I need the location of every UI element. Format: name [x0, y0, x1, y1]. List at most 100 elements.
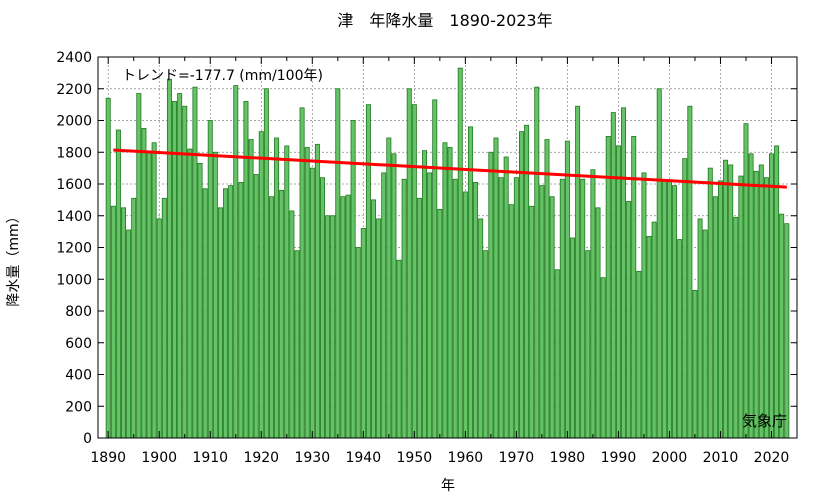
bar-1970 [513, 177, 519, 439]
bar-1951 [416, 197, 422, 439]
x-tick-label: 1940 [345, 450, 381, 466]
y-tick-label: 1200 [56, 241, 92, 257]
bar-2014 [738, 175, 744, 439]
bar-1963 [478, 218, 484, 439]
bar-1905 [182, 105, 188, 439]
bar-1996 [646, 235, 652, 439]
bar-1988 [605, 135, 611, 439]
bar-1971 [518, 131, 524, 439]
bar-1989 [610, 112, 616, 439]
bar-1908 [197, 162, 203, 439]
bar-1954 [432, 99, 438, 439]
y-tick-label: 0 [83, 431, 92, 447]
bar-2003 [682, 158, 688, 439]
bar-1913 [223, 188, 229, 439]
bar-1950 [411, 104, 417, 439]
bar-2021 [774, 145, 780, 439]
bar-1998 [656, 88, 662, 439]
bar-2018 [758, 164, 764, 439]
bar-1928 [299, 107, 305, 439]
bar-1984 [585, 250, 591, 439]
y-tick-label: 1600 [56, 177, 92, 193]
bar-2022 [779, 213, 785, 439]
bar-1918 [248, 139, 254, 439]
y-tick-label: 2400 [56, 50, 92, 66]
bar-1897 [141, 128, 147, 439]
bar-1934 [330, 215, 336, 439]
bar-1948 [401, 178, 407, 439]
bar-1920 [258, 131, 264, 439]
bar-1929 [304, 147, 310, 439]
bar-1949 [406, 88, 412, 439]
bar-2012 [728, 164, 734, 439]
bar-1969 [508, 204, 514, 439]
axis-ticks: 0 200 400 600 800 1000 1200 1400 1600 1800 2000 220… [56, 50, 798, 466]
bar-2015 [743, 123, 749, 439]
bar-1938 [350, 120, 356, 439]
x-tick-label: 1890 [90, 450, 126, 466]
bar-1955 [437, 208, 443, 439]
bar-2008 [707, 167, 713, 439]
bar-1906 [187, 148, 193, 439]
bar-1981 [570, 237, 575, 439]
bar-2004 [687, 105, 693, 439]
bar-1923 [274, 137, 280, 439]
trend-line-group [113, 148, 787, 189]
x-tick-label: 1900 [141, 450, 177, 466]
bar-1987 [600, 277, 606, 439]
bar-1957 [447, 147, 453, 439]
y-tick-label: 2000 [56, 114, 92, 130]
bar-2013 [733, 216, 739, 439]
bar-1926 [289, 210, 295, 439]
bar-1904 [177, 93, 183, 439]
bar-2000 [666, 180, 672, 439]
bar-1991 [621, 107, 627, 439]
bar-2019 [763, 177, 769, 439]
bar-1946 [391, 153, 397, 439]
bar-2009 [712, 196, 718, 439]
bar-1952 [422, 150, 428, 439]
bar-1890 [105, 97, 111, 439]
bar-1919 [253, 174, 259, 439]
bar-1992 [626, 201, 632, 439]
bar-1932 [320, 177, 325, 439]
bar-2010 [717, 180, 723, 439]
bar-1958 [452, 178, 458, 439]
bar-1896 [136, 93, 142, 439]
bar-1947 [396, 259, 402, 439]
bar-1997 [651, 221, 657, 439]
bar-1956 [442, 142, 448, 439]
bar-1978 [554, 269, 560, 439]
bar-1936 [340, 196, 346, 439]
x-tick-label: 2020 [754, 450, 790, 466]
bar-1942 [371, 199, 377, 439]
x-tick-label: 1950 [397, 450, 433, 466]
bar-2007 [702, 229, 708, 439]
bar-1894 [126, 229, 132, 439]
bar-1893 [121, 207, 127, 439]
y-tick-label: 400 [65, 368, 92, 384]
bar-1891 [110, 205, 116, 439]
bar-1977 [549, 196, 555, 439]
bar-1985 [590, 169, 596, 439]
bar-1901 [161, 197, 167, 439]
bar-1990 [615, 145, 621, 439]
y-axis-label: 降水量（mm） [6, 209, 22, 306]
bar-2020 [768, 153, 774, 439]
bar-2005 [692, 289, 698, 439]
bar-1930 [309, 167, 315, 439]
x-tick-label: 1920 [243, 450, 279, 466]
bar-1927 [294, 250, 300, 439]
bar-2001 [672, 185, 678, 439]
bar-1961 [467, 126, 473, 439]
bar-1965 [488, 151, 494, 439]
y-tick-label: 2200 [56, 82, 92, 98]
bar-1995 [641, 172, 647, 439]
x-tick-label: 1980 [550, 450, 586, 466]
bar-1967 [498, 177, 504, 439]
bar-1939 [355, 247, 361, 439]
bar-1968 [503, 156, 509, 439]
bar-1964 [483, 250, 489, 439]
